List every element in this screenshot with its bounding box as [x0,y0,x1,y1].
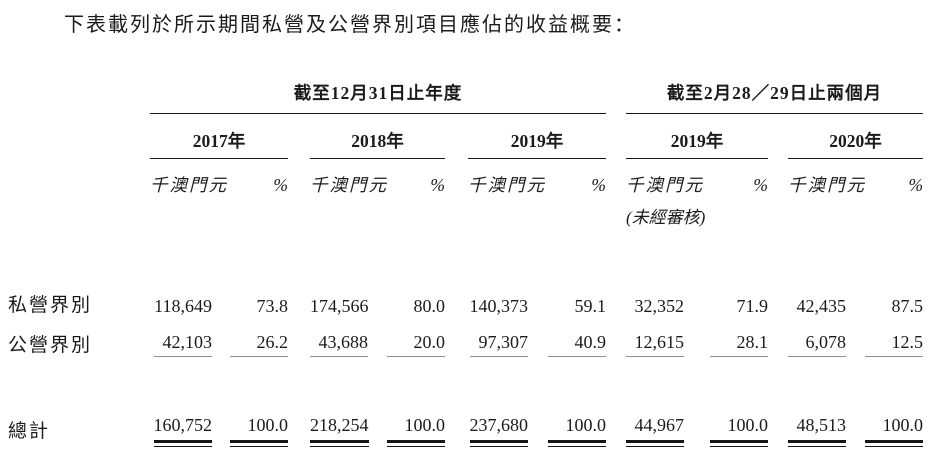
amount-cell: 140,373 [469,296,529,316]
unaudited-note-row: (未經審核) [0,195,923,228]
period-header-row: 截至12月31日止年度 截至2月28／29日止兩個月 [0,78,924,114]
percent-label: % [908,175,924,195]
currency-unit-label: 千澳門元 [788,175,866,195]
page-title: 下表載列於所示期間私營及公營界別項目應佔的收益概要： [64,14,636,36]
percent-cell: 12.5 [865,331,924,357]
percent-cell: 100.0 [865,414,924,447]
amount-cell: 12,615 [626,331,684,357]
currency-unit-label: 千澳門元 [468,175,546,195]
period-group-annual: 截至12月31日止年度 [150,78,606,114]
percent-cell: 100.0 [710,414,768,447]
row-private-sector: 私營界別 118,649 73.8 174,566 80.0 140,373 5… [0,284,923,324]
unaudited-note: (未經審核) [626,208,706,227]
amount-cell: 48,513 [788,414,846,447]
percent-cell: 100.0 [387,414,445,447]
year-header-2017: 2017年 [150,113,288,159]
percent-label: % [753,175,768,195]
amount-cell: 237,680 [469,414,528,447]
percent-cell: 20.0 [387,331,445,357]
amount-cell: 42,435 [796,296,847,316]
percent-cell: 100.0 [548,414,606,447]
spacer-row [0,228,923,284]
amount-cell: 97,307 [470,331,528,357]
percent-cell: 87.5 [891,296,924,316]
row-label-total: 總計 [8,421,51,442]
percent-cell: 28.1 [710,331,768,357]
percent-label: % [591,175,606,195]
amount-cell: 218,254 [310,414,369,447]
amount-cell: 43,688 [310,331,368,357]
row-public-sector: 公營界別 42,103 26.2 43,688 20.0 97,307 40.9… [0,324,924,364]
unit-header-2018: 千澳門元% [310,175,445,195]
unit-header-2020-2m: 千澳門元% [788,175,923,195]
row-label-public-sector: 公營界別 [8,335,93,356]
currency-unit-label: 千澳門元 [310,175,388,195]
currency-unit-label: 千澳門元 [626,175,704,195]
percent-cell: 40.9 [548,331,606,357]
percent-label: % [273,175,288,195]
year-header-2019: 2019年 [468,113,606,159]
unit-header-2019-2m: 千澳門元% [626,175,768,195]
amount-cell: 6,078 [788,331,846,357]
percent-cell: 71.9 [736,296,769,316]
percent-cell: 59.1 [574,296,607,316]
amount-cell: 118,649 [154,296,212,316]
spacer-row [0,364,923,410]
unit-header-2017: 千澳門元% [150,175,288,195]
row-label-private-sector: 私營界別 [8,295,93,316]
year-header-row: 2017年 2018年 2019年 2019年 2020年 [0,113,924,159]
amount-cell: 42,103 [154,331,212,357]
amount-cell: 160,752 [153,414,212,447]
amount-cell: 32,352 [634,296,685,316]
percent-cell: 26.2 [230,331,288,357]
amount-cell: 174,566 [310,296,369,316]
percent-cell: 100.0 [230,414,288,447]
percent-label: % [430,175,445,195]
year-header-2019-2m: 2019年 [626,113,768,159]
percent-cell: 80.0 [413,296,446,316]
amount-cell: 44,967 [626,414,684,447]
currency-unit-label: 千澳門元 [150,175,228,195]
row-total: 總計 160,752 100.0 218,254 100.0 237,680 1… [0,410,924,459]
year-header-2020-2m: 2020年 [788,113,924,159]
revenue-summary-table: 截至12月31日止年度 截至2月28／29日止兩個月 2017年 2018年 2… [0,78,924,459]
period-group-two-months: 截至2月28／29日止兩個月 [626,78,924,114]
unit-header-row: 千澳門元% 千澳門元% 千澳門元% 千澳門元% 千澳門元% [0,159,923,195]
unit-header-2019: 千澳門元% [468,175,606,195]
year-header-2018: 2018年 [310,113,445,159]
percent-cell: 73.8 [256,296,289,316]
